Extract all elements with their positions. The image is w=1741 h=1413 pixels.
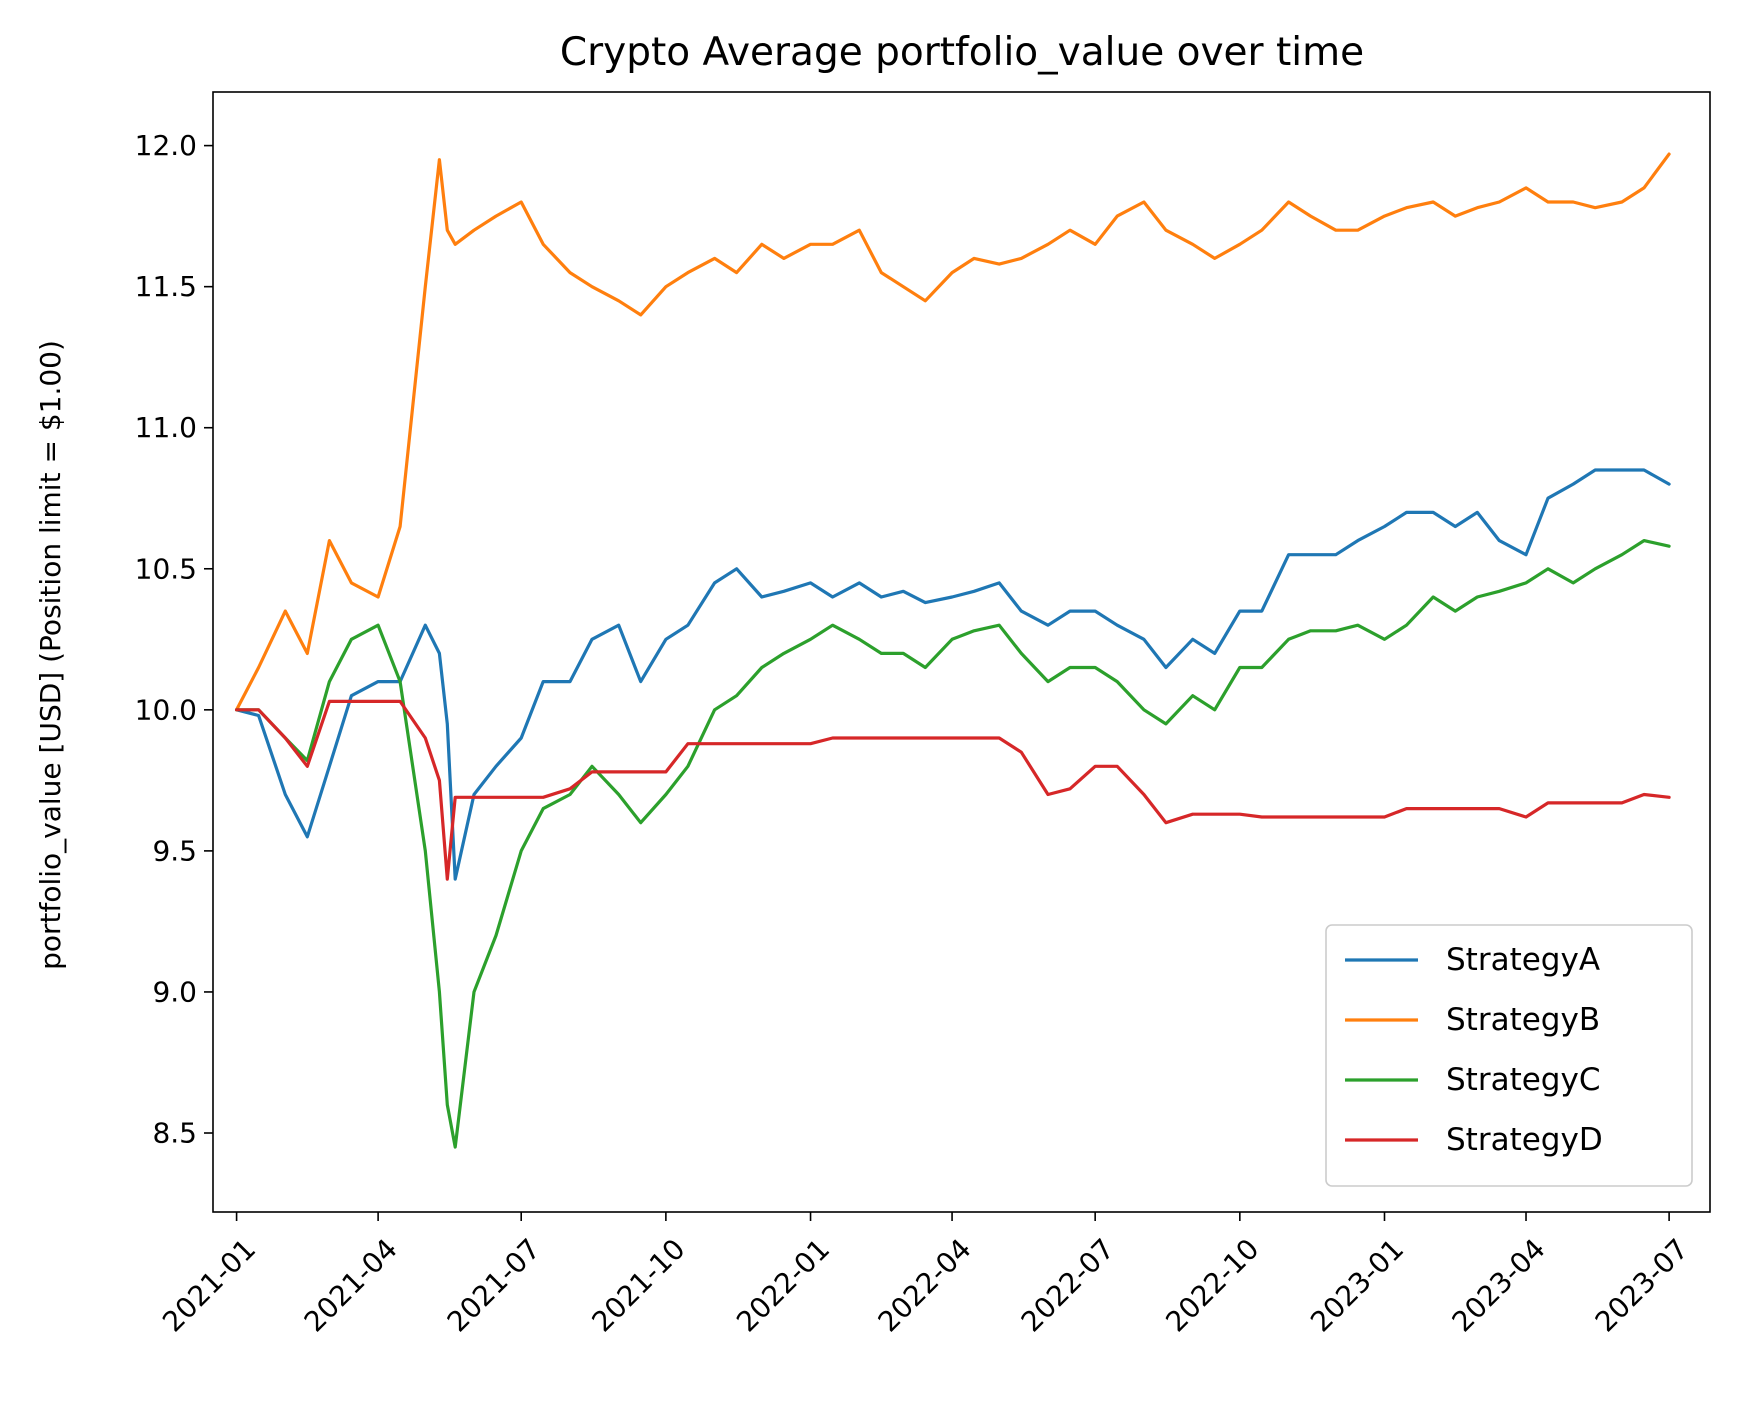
series-line-strategyb bbox=[235, 152, 1671, 712]
series-line-strategyc bbox=[235, 538, 1671, 1149]
legend: StrategyA StrategyB StrategyC StrategyD bbox=[1325, 924, 1693, 1187]
legend-box bbox=[1325, 924, 1693, 1187]
y-tick-label: 9.5 bbox=[152, 834, 197, 867]
chart-title: Crypto Average portfolio_value over time bbox=[560, 30, 1364, 75]
y-tick-label: 11.5 bbox=[135, 270, 197, 303]
y-axis-label: portfolio_value [USD] (Position limit = … bbox=[34, 340, 67, 970]
legend-label-strategyd: StrategyD bbox=[1446, 1122, 1603, 1158]
y-tick-label: 11.0 bbox=[135, 411, 197, 444]
series-line-strategyd bbox=[235, 699, 1671, 881]
series-layer bbox=[235, 152, 1671, 1149]
legend-label-strategyb: StrategyB bbox=[1446, 1002, 1600, 1038]
y-tick-label: 8.5 bbox=[152, 1117, 197, 1150]
y-tick-label: 10.5 bbox=[135, 552, 197, 585]
y-tick-label: 12.0 bbox=[135, 129, 197, 162]
series-line-strategya bbox=[235, 468, 1671, 881]
legend-label-strategya: StrategyA bbox=[1446, 942, 1600, 978]
y-tick-label: 10.0 bbox=[135, 693, 197, 726]
y-tick-label: 9.0 bbox=[152, 975, 197, 1008]
plot-frame bbox=[212, 91, 1711, 1213]
y-axis: 8.5 9.0 9.5 10.0 10.5 11.0 11.5 12.0 bbox=[135, 129, 213, 1150]
legend-label-strategyc: StrategyC bbox=[1446, 1062, 1600, 1098]
